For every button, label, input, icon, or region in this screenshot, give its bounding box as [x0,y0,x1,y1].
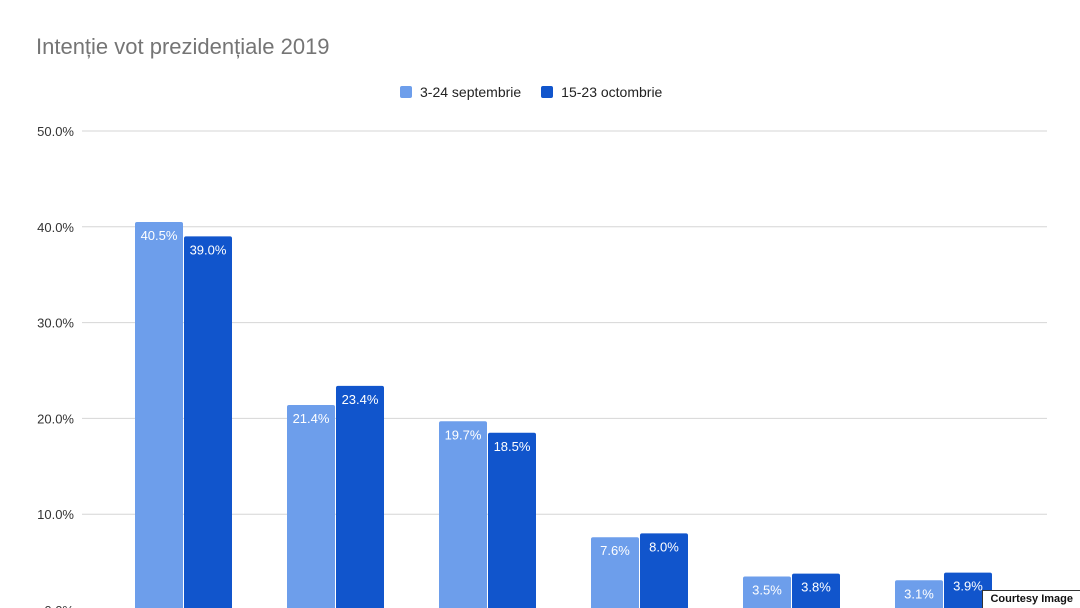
y-tick-label: 10.0% [37,507,74,522]
data-label: 39.0% [190,242,227,257]
y-tick-label: 30.0% [37,316,74,331]
y-tick-label: 0.0% [44,603,74,608]
bar-series-1-cat-4 [591,537,639,608]
courtesy-credit: Courtesy Image [982,590,1080,608]
bar-series-2-cat-6 [944,572,992,608]
data-label: 3.5% [752,582,782,597]
bar-series-2-cat-2 [336,385,384,608]
bar-series-2-cat-3 [488,432,536,608]
bar-series-1-cat-3 [439,421,487,608]
legend-item-series-1: 3-24 septembrie [400,84,521,100]
bar-series-1-cat-1 [135,222,183,608]
data-label: 40.5% [141,228,178,243]
data-label: 8.0% [649,539,679,554]
legend-item-series-2: 15-23 octombrie [541,84,662,100]
legend-swatch-series-2 [541,86,554,98]
legend-label-series-2: 15-23 octombrie [561,84,663,100]
bar-series-2-cat-4 [640,533,688,608]
bar-series-1-cat-5 [743,576,791,608]
y-tick-label: 20.0% [37,411,74,426]
bar-series-1-cat-6 [895,580,943,608]
data-label: 21.4% [293,411,330,426]
data-label: 19.7% [445,427,482,442]
data-label: 23.4% [342,392,379,407]
bar-series-2-cat-1 [184,236,232,608]
data-label: 18.5% [494,439,531,454]
bar-series-2-cat-5 [792,573,840,608]
legend-swatch-series-1 [400,86,412,98]
y-tick-label: 50.0% [37,124,74,139]
chart-legend: 3-24 septembrie 15-23 octombrie [400,84,682,100]
data-label: 3.9% [953,579,983,594]
data-label: 7.6% [600,543,630,558]
chart-title: Intenție vot prezidențiale 2019 [36,34,330,59]
data-label: 3.8% [801,580,831,595]
legend-label-series-1: 3-24 septembrie [420,84,522,100]
bar-series-1-cat-2 [287,404,335,608]
data-label: 3.1% [904,586,934,601]
y-tick-label: 40.0% [37,220,74,235]
